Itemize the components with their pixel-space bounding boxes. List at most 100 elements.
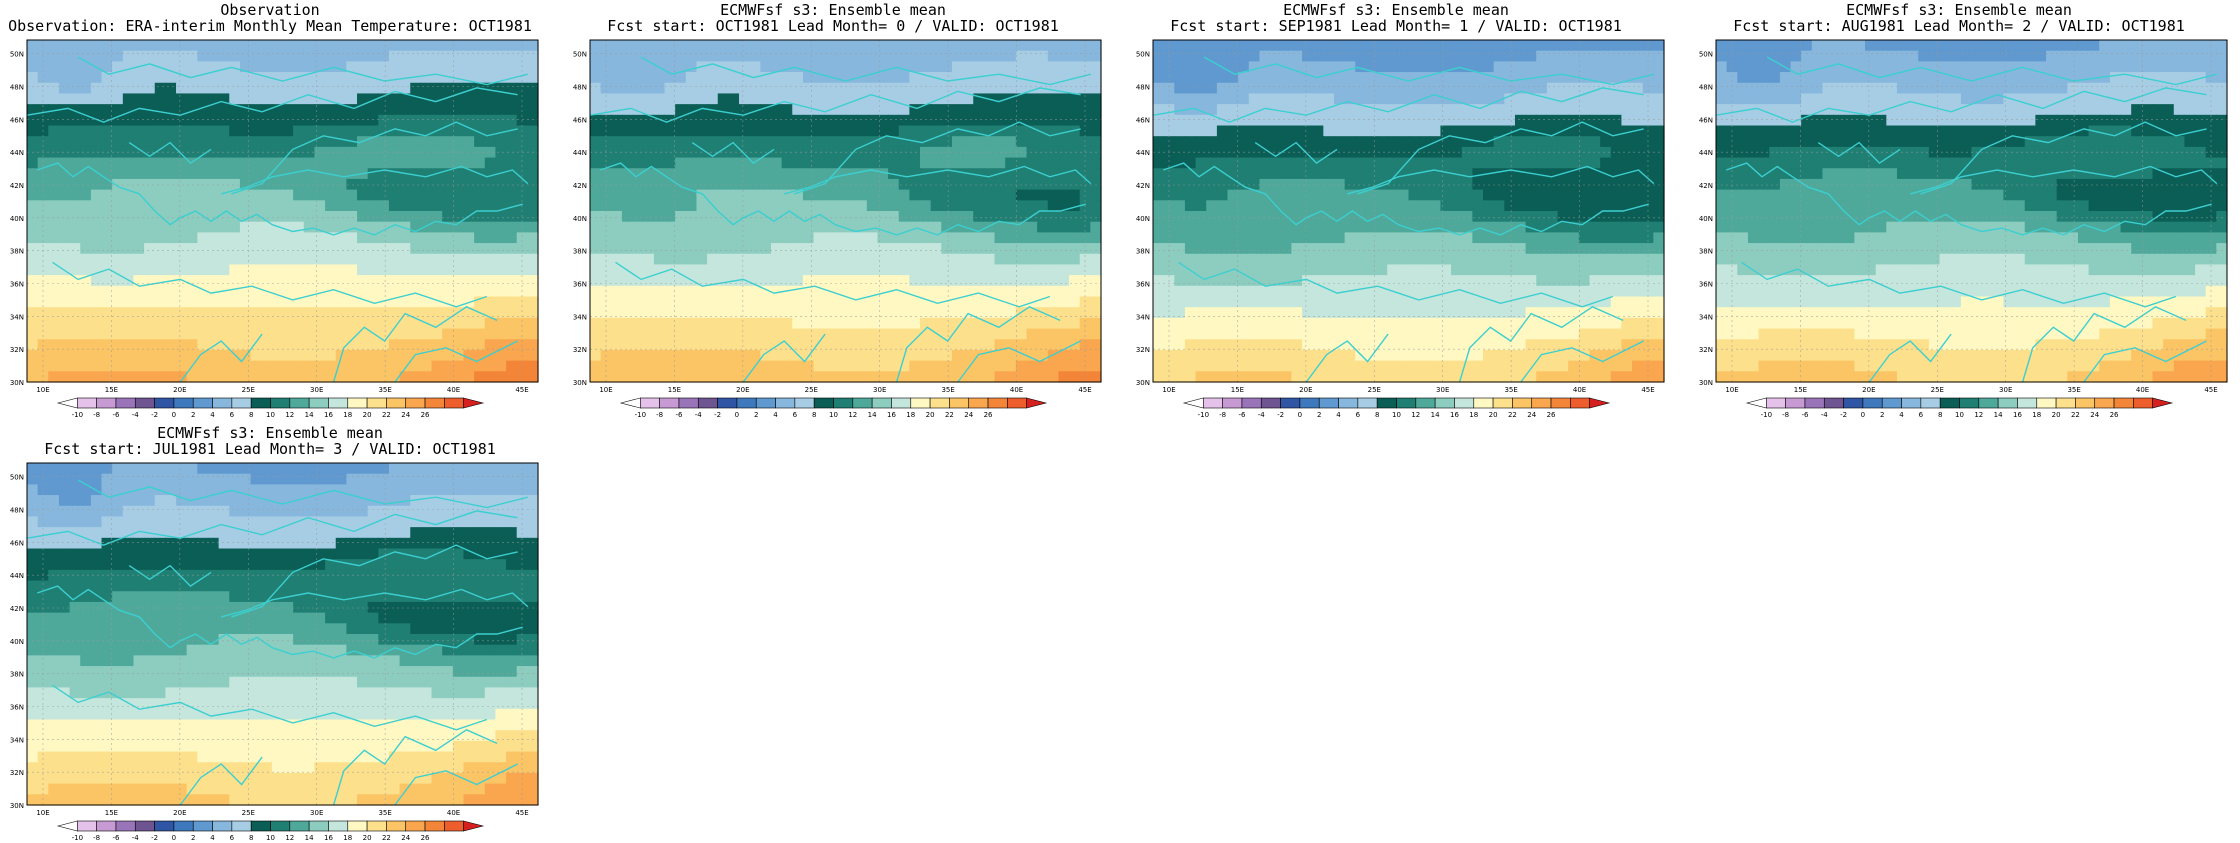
contour-cell bbox=[1069, 115, 1080, 126]
contour-cell bbox=[495, 275, 506, 286]
contour-cell bbox=[931, 179, 942, 190]
contour-cell bbox=[208, 83, 219, 94]
contour-cell bbox=[696, 275, 707, 286]
contour-cell bbox=[527, 329, 538, 340]
contour-cell bbox=[229, 136, 240, 147]
contour-cell bbox=[1153, 307, 1164, 318]
contour-cell bbox=[378, 307, 389, 318]
contour-cell bbox=[1355, 126, 1366, 137]
contour-cell bbox=[1313, 179, 1324, 190]
contour-cell bbox=[325, 329, 336, 340]
contour-cell bbox=[1409, 211, 1420, 222]
contour-cell bbox=[1153, 115, 1164, 126]
contour-cell bbox=[38, 243, 49, 254]
contour-cell bbox=[931, 200, 942, 211]
contour-cell bbox=[814, 126, 825, 137]
contour-cell bbox=[909, 297, 920, 308]
contour-cell bbox=[208, 72, 219, 83]
contour-cell bbox=[1440, 297, 1451, 308]
contour-cell bbox=[1377, 200, 1388, 211]
contour-cell bbox=[1185, 115, 1196, 126]
contour-cell bbox=[1069, 264, 1080, 275]
lat-tick-label: 42N bbox=[1136, 182, 1150, 190]
contour-cell bbox=[1377, 297, 1388, 308]
contour-cell bbox=[654, 339, 665, 350]
contour-cell bbox=[718, 190, 729, 201]
contour-cell bbox=[739, 40, 750, 51]
contour-cell bbox=[1185, 254, 1196, 265]
contour-cell bbox=[973, 275, 984, 286]
contour-cell bbox=[611, 232, 622, 243]
contour-cell bbox=[368, 243, 379, 254]
contour-cell bbox=[485, 179, 496, 190]
contour-cell bbox=[432, 190, 443, 201]
contour-cell bbox=[1589, 93, 1600, 104]
contour-cell bbox=[283, 40, 294, 51]
contour-cell bbox=[155, 361, 166, 372]
contour-cell bbox=[208, 40, 219, 51]
contour-cell bbox=[1897, 40, 1908, 51]
colorbar-swatch bbox=[1339, 398, 1358, 408]
contour-cell bbox=[2206, 51, 2217, 62]
contour-cell bbox=[293, 115, 304, 126]
contour-cell bbox=[686, 350, 697, 361]
contour-cell bbox=[814, 243, 825, 254]
contour-cell bbox=[48, 168, 59, 179]
colorbar-swatch bbox=[776, 398, 795, 408]
contour-cell bbox=[941, 72, 952, 83]
contour-cell bbox=[1334, 297, 1345, 308]
contour-cell bbox=[835, 329, 846, 340]
contour-cell bbox=[91, 93, 102, 104]
colorbar-swatch bbox=[444, 398, 463, 408]
contour-cell bbox=[1069, 93, 1080, 104]
contour-cell bbox=[208, 307, 219, 318]
contour-cell bbox=[506, 286, 517, 297]
contour-cell bbox=[1026, 318, 1037, 329]
contour-cell bbox=[909, 339, 920, 350]
contour-cell bbox=[622, 179, 633, 190]
contour-cell bbox=[792, 115, 803, 126]
contour-cell bbox=[272, 136, 283, 147]
contour-cell bbox=[590, 286, 601, 297]
contour-cell bbox=[1865, 51, 1876, 62]
contour-cell bbox=[474, 232, 485, 243]
contour-cell bbox=[1398, 275, 1409, 286]
contour-cell bbox=[1238, 318, 1249, 329]
contour-cell bbox=[506, 61, 517, 72]
contour-cell bbox=[102, 104, 113, 115]
contour-cell bbox=[293, 307, 304, 318]
contour-cell bbox=[495, 104, 506, 115]
contour-cell bbox=[1419, 254, 1430, 265]
contour-cell bbox=[1048, 329, 1059, 340]
contour-cell bbox=[920, 83, 931, 94]
contour-cell bbox=[1632, 83, 1643, 94]
contour-cell bbox=[846, 371, 857, 382]
contour-cell bbox=[1398, 339, 1409, 350]
contour-cell bbox=[867, 115, 878, 126]
contour-cell bbox=[718, 264, 729, 275]
contour-cell bbox=[314, 254, 325, 265]
contour-cell bbox=[1281, 83, 1292, 94]
contour-cell bbox=[1504, 72, 1515, 83]
contour-cell bbox=[633, 40, 644, 51]
contour-cell bbox=[1291, 168, 1302, 179]
colorbar-tick-label: -10 bbox=[72, 411, 83, 419]
contour-cell bbox=[1334, 318, 1345, 329]
contour-cell bbox=[1366, 200, 1377, 211]
contour-cell bbox=[984, 51, 995, 62]
contour-cell bbox=[782, 51, 793, 62]
colorbar-tick-label: 22 bbox=[382, 411, 391, 419]
contour-cell bbox=[814, 371, 825, 382]
contour-cell bbox=[1643, 104, 1654, 115]
contour-cell bbox=[920, 40, 931, 51]
contour-cell bbox=[229, 286, 240, 297]
contour-cell bbox=[1313, 83, 1324, 94]
contour-cell bbox=[517, 307, 528, 318]
contour-cell bbox=[728, 40, 739, 51]
contour-cell bbox=[1080, 329, 1091, 340]
contour-cell bbox=[1440, 339, 1451, 350]
colorbar-tick-label: 16 bbox=[1450, 411, 1459, 419]
contour-cell bbox=[59, 254, 70, 265]
contour-cell bbox=[814, 307, 825, 318]
contour-cell bbox=[463, 147, 474, 158]
